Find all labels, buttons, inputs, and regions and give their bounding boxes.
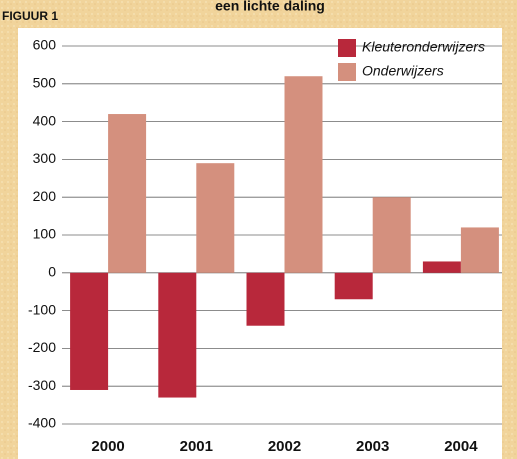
bar	[460, 227, 499, 273]
bar	[246, 272, 285, 326]
y-tick-label: 300	[33, 150, 57, 166]
bar	[422, 261, 461, 273]
figure-label: FIGUUR 1	[2, 9, 58, 23]
legend-swatch	[338, 39, 356, 57]
x-tick-label: 2000	[91, 438, 124, 455]
bar	[372, 197, 411, 273]
bar	[108, 114, 147, 273]
y-tick-label: 500	[33, 75, 57, 91]
y-tick-label: 400	[33, 112, 57, 128]
y-tick-label: 0	[48, 264, 56, 280]
y-tick-label: -200	[28, 339, 56, 355]
bar	[196, 163, 235, 273]
bar	[158, 272, 197, 398]
legend-label: Onderwijzers	[362, 63, 444, 79]
y-tick-label: 200	[33, 188, 57, 204]
y-tick-label: 600	[33, 37, 57, 53]
y-tick-label: -400	[28, 415, 56, 431]
x-tick-label: 2004	[444, 438, 478, 455]
chart-title: een lichte daling	[215, 0, 325, 14]
legend-swatch	[338, 63, 356, 81]
x-tick-label: 2002	[268, 438, 301, 455]
x-tick-label: 2003	[356, 438, 389, 455]
x-tick-label: 2001	[180, 438, 213, 455]
legend-label: Kleuteronderwijzers	[362, 39, 485, 55]
y-tick-label: -300	[28, 377, 56, 393]
y-tick-label: 100	[33, 226, 57, 242]
bar	[70, 272, 109, 390]
plot-panel	[18, 28, 502, 459]
y-tick-label: -100	[28, 301, 56, 317]
bar	[334, 272, 373, 300]
bar	[284, 76, 323, 273]
